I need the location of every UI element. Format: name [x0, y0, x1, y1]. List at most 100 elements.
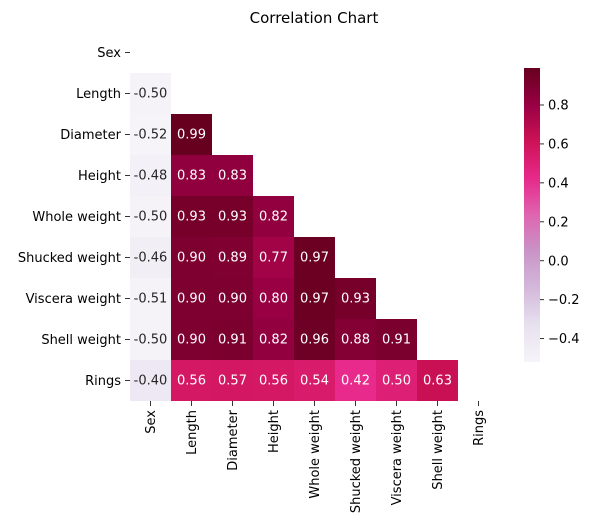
- heatmap-cell-8-3: [253, 360, 294, 401]
- cell-value-label: 0.90: [177, 333, 206, 348]
- cell-value-label: 0.89: [218, 251, 247, 266]
- column-label: Shucked weight: [349, 410, 364, 513]
- heatmap-cell-2-0: [130, 114, 171, 155]
- colorbar-tick-label: 0.8: [548, 98, 569, 113]
- heatmap-cell-6-5: [335, 278, 376, 319]
- row-label: Shell weight: [41, 333, 121, 348]
- heatmap-cells: -0.50 -0.52 0.99 -0.48 0.83 0.83 -0.50 0.93 0.93…: [130, 73, 458, 401]
- cell-value-label: 0.96: [300, 333, 329, 348]
- heatmap-cell-7-3: [253, 319, 294, 360]
- heatmap-cell-8-6: [376, 360, 417, 401]
- cell-value-label: 0.50: [382, 374, 411, 389]
- cell-value-label: -0.50: [134, 87, 168, 102]
- row-label: Length: [76, 87, 121, 102]
- heatmap-cell-3-2: [212, 155, 253, 196]
- heatmap-cell-3-1: [171, 155, 212, 196]
- cell-value-label: 0.93: [341, 292, 370, 307]
- column-label: Diameter: [226, 409, 241, 470]
- heatmap-cell-6-3: [253, 278, 294, 319]
- colorbar-tick-label: −0.2: [548, 293, 580, 308]
- cell-value-label: 0.93: [218, 210, 247, 225]
- cell-value-label: 0.91: [218, 333, 247, 348]
- heatmap-cell-8-4: [294, 360, 335, 401]
- heatmap-cell-7-2: [212, 319, 253, 360]
- column-label: Viscera weight: [390, 410, 405, 505]
- row-label: Rings: [85, 374, 121, 389]
- heatmap-cell-4-0: [130, 196, 171, 237]
- heatmap-cell-8-2: [212, 360, 253, 401]
- cell-value-label: 0.83: [177, 169, 206, 184]
- heatmap-cell-6-0: [130, 278, 171, 319]
- cell-value-label: 0.77: [259, 251, 288, 266]
- cell-value-label: 0.97: [300, 292, 329, 307]
- cell-value-label: 0.83: [218, 169, 247, 184]
- cell-value-label: -0.48: [134, 169, 168, 184]
- cell-value-label: 0.42: [341, 374, 370, 389]
- heatmap-cell-8-5: [335, 360, 376, 401]
- cell-value-label: 0.90: [177, 292, 206, 307]
- heatmap-cell-5-1: [171, 237, 212, 278]
- column-label: Whole weight: [308, 410, 323, 499]
- column-label: Rings: [472, 410, 487, 446]
- row-label: Shucked weight: [18, 251, 121, 266]
- heatmap-cell-5-0: [130, 237, 171, 278]
- cell-value-label: 0.82: [259, 333, 288, 348]
- cell-value-label: 0.63: [423, 374, 452, 389]
- cell-value-label: 0.90: [218, 292, 247, 307]
- cell-value-label: 0.97: [300, 251, 329, 266]
- cell-value-label: 0.54: [300, 374, 329, 389]
- row-label: Sex: [97, 46, 121, 61]
- heatmap-cell-6-2: [212, 278, 253, 319]
- heatmap-cell-7-6: [376, 319, 417, 360]
- colorbar: −0.4 −0.2 0.0 0.2 0.4 0.6 0.8: [524, 68, 580, 362]
- cell-value-label: 0.90: [177, 251, 206, 266]
- column-label: Height: [267, 410, 282, 453]
- heatmap-cell-8-0: [130, 360, 171, 401]
- row-label: Height: [78, 169, 121, 184]
- cell-value-label: 0.82: [259, 210, 288, 225]
- cell-value-label: -0.40: [134, 374, 168, 389]
- cell-value-label: 0.93: [177, 210, 206, 225]
- heatmap-cell-7-0: [130, 319, 171, 360]
- colorbar-tick-label: 0.0: [548, 254, 569, 269]
- cell-value-label: -0.52: [134, 128, 168, 143]
- heatmap-cell-7-1: [171, 319, 212, 360]
- heatmap-cell-5-4: [294, 237, 335, 278]
- heatmap-cell-5-2: [212, 237, 253, 278]
- cell-value-label: 0.88: [341, 333, 370, 348]
- colorbar-tick-label: 0.6: [548, 137, 569, 152]
- heatmap-cell-6-1: [171, 278, 212, 319]
- cell-value-label: -0.50: [134, 333, 168, 348]
- colorbar-tick-label: 0.2: [548, 215, 569, 230]
- column-label: Shell weight: [431, 410, 446, 490]
- colorbar-tick-label: 0.4: [548, 176, 569, 191]
- cell-value-label: 0.56: [177, 374, 206, 389]
- column-label: Length: [185, 410, 200, 455]
- heatmap-cell-4-3: [253, 196, 294, 237]
- cell-value-label: 0.99: [177, 128, 206, 143]
- heatmap-cell-2-1: [171, 114, 212, 155]
- column-labels: Sex Length Diameter Height Whole weight Shuck…: [144, 401, 487, 513]
- heatmap-cell-7-4: [294, 319, 335, 360]
- row-label: Whole weight: [32, 210, 121, 225]
- heatmap-cell-4-2: [212, 196, 253, 237]
- heatmap-cell-4-1: [171, 196, 212, 237]
- colorbar-tick-label: −0.4: [548, 332, 580, 347]
- cell-value-label: 0.56: [259, 374, 288, 389]
- column-label: Sex: [144, 410, 159, 434]
- cell-value-label: 0.91: [382, 333, 411, 348]
- cell-value-label: 0.80: [259, 292, 288, 307]
- chart-title: Correlation Chart: [250, 9, 379, 27]
- heatmap-cell-8-7: [417, 360, 458, 401]
- row-labels: Sex Length Diameter Height Whole weight Shuck…: [18, 46, 130, 389]
- heatmap-cell-7-5: [335, 319, 376, 360]
- colorbar-gradient: [524, 68, 540, 362]
- cell-value-label: 0.57: [218, 374, 247, 389]
- row-label: Viscera weight: [26, 292, 121, 307]
- cell-value-label: -0.46: [134, 251, 168, 266]
- heatmap-cell-5-3: [253, 237, 294, 278]
- heatmap-cell-3-0: [130, 155, 171, 196]
- row-label: Diameter: [60, 128, 121, 143]
- cell-value-label: -0.50: [134, 210, 168, 225]
- heatmap-cell-8-1: [171, 360, 212, 401]
